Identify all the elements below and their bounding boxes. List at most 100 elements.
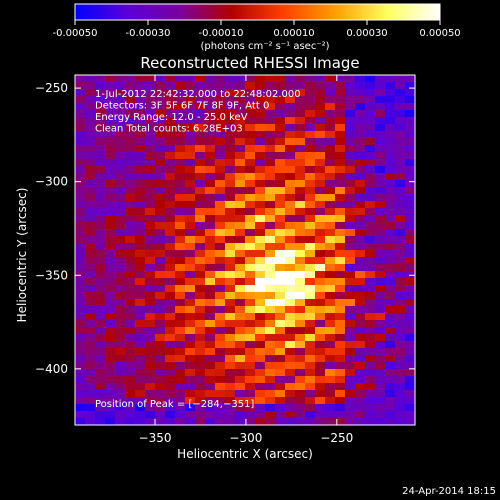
heatmap-pixel [75, 173, 86, 181]
heatmap-pixel [265, 138, 276, 146]
heatmap-pixel [345, 271, 356, 279]
heatmap-pixel [235, 355, 246, 363]
heatmap-pixel [95, 320, 106, 328]
heatmap-pixel [285, 166, 296, 174]
heatmap-pixel [255, 418, 266, 425]
heatmap-pixel [305, 131, 316, 139]
heatmap-pixel [275, 194, 286, 202]
heatmap-pixel [155, 390, 166, 398]
heatmap-pixel [315, 369, 326, 377]
heatmap-pixel [105, 229, 116, 237]
heatmap-pixel [265, 348, 276, 356]
heatmap-pixel [355, 173, 366, 181]
heatmap-pixel [395, 341, 406, 349]
heatmap-pixel [335, 390, 346, 398]
heatmap-pixel [225, 327, 236, 335]
heatmap-pixel [285, 243, 296, 251]
heatmap-pixel [195, 159, 206, 167]
x-tick-label: −250 [320, 431, 353, 445]
heatmap-pixel [305, 285, 316, 293]
heatmap-pixel [95, 348, 106, 356]
heatmap-pixel [155, 299, 166, 307]
heatmap-pixel [405, 103, 415, 111]
heatmap-pixel [85, 411, 96, 419]
heatmap-pixel [115, 215, 126, 223]
heatmap-pixel [185, 341, 196, 349]
heatmap-pixel [145, 243, 156, 251]
heatmap-pixel [185, 376, 196, 384]
heatmap-pixel [135, 334, 146, 342]
heatmap-pixel [235, 145, 246, 153]
heatmap-pixel [385, 201, 396, 209]
heatmap-pixel [355, 236, 366, 244]
heatmap-pixel [85, 159, 96, 167]
heatmap-pixel [295, 82, 306, 90]
heatmap-pixel [175, 278, 186, 286]
heatmap-pixel [355, 334, 366, 342]
heatmap-pixel [205, 320, 216, 328]
heatmap-pixel [175, 222, 186, 230]
heatmap-pixel [115, 285, 126, 293]
heatmap-pixel [355, 194, 366, 202]
heatmap-pixel [225, 117, 236, 125]
heatmap-pixel [265, 180, 276, 188]
heatmap-pixel [275, 201, 286, 209]
heatmap-pixel [375, 362, 386, 370]
heatmap-pixel [385, 75, 396, 83]
heatmap-pixel [75, 194, 86, 202]
heatmap-pixel [75, 355, 86, 363]
heatmap-pixel [305, 180, 316, 188]
heatmap-pixel [265, 299, 276, 307]
heatmap-pixel [95, 194, 106, 202]
heatmap-pixel [365, 173, 376, 181]
heatmap-pixel [365, 131, 376, 139]
heatmap-pixel [225, 180, 236, 188]
heatmap-pixel [145, 299, 156, 307]
heatmap-pixel [395, 110, 406, 118]
heatmap-pixel [395, 355, 406, 363]
heatmap-pixel [175, 138, 186, 146]
heatmap-pixel [405, 124, 415, 132]
heatmap-pixel [295, 215, 306, 223]
heatmap-pixel [395, 236, 406, 244]
heatmap-pixel [75, 215, 86, 223]
heatmap-pixel [215, 166, 226, 174]
heatmap-pixel [335, 229, 346, 237]
heatmap-pixel [215, 418, 226, 425]
heatmap-pixel [295, 264, 306, 272]
heatmap-pixel [165, 404, 176, 412]
heatmap-pixel [405, 187, 415, 195]
heatmap-pixel [175, 397, 186, 405]
heatmap-pixel [105, 257, 116, 265]
heatmap-pixel [95, 306, 106, 314]
heatmap-pixel [265, 243, 276, 251]
heatmap-pixel [155, 187, 166, 195]
heatmap-pixel [295, 404, 306, 412]
heatmap-pixel [325, 187, 336, 195]
heatmap-pixel [115, 117, 126, 125]
heatmap-pixel [345, 124, 356, 132]
heatmap-pixel [295, 138, 306, 146]
heatmap-pixel [285, 124, 296, 132]
heatmap-pixel [95, 355, 106, 363]
heatmap-pixel [235, 376, 246, 384]
heatmap-pixel [195, 383, 206, 391]
heatmap-pixel [175, 404, 186, 412]
heatmap-pixel [345, 327, 356, 335]
heatmap-pixel [365, 243, 376, 251]
heatmap-pixel [295, 110, 306, 118]
heatmap-pixel [375, 313, 386, 321]
heatmap-pixel [325, 411, 336, 419]
heatmap-pixel [345, 418, 356, 425]
heatmap-pixel [95, 334, 106, 342]
heatmap-pixel [275, 187, 286, 195]
heatmap-pixel [125, 320, 136, 328]
heatmap-pixel [235, 243, 246, 251]
heatmap-pixel [125, 355, 136, 363]
heatmap-pixel [355, 355, 366, 363]
heatmap-pixel [115, 201, 126, 209]
heatmap-pixel [265, 411, 276, 419]
annotation-block: 1-Jul-2012 22:42:32.000 to 22:48:02.000D… [95, 89, 301, 135]
heatmap-pixel [315, 152, 326, 160]
heatmap-pixel [305, 75, 316, 83]
